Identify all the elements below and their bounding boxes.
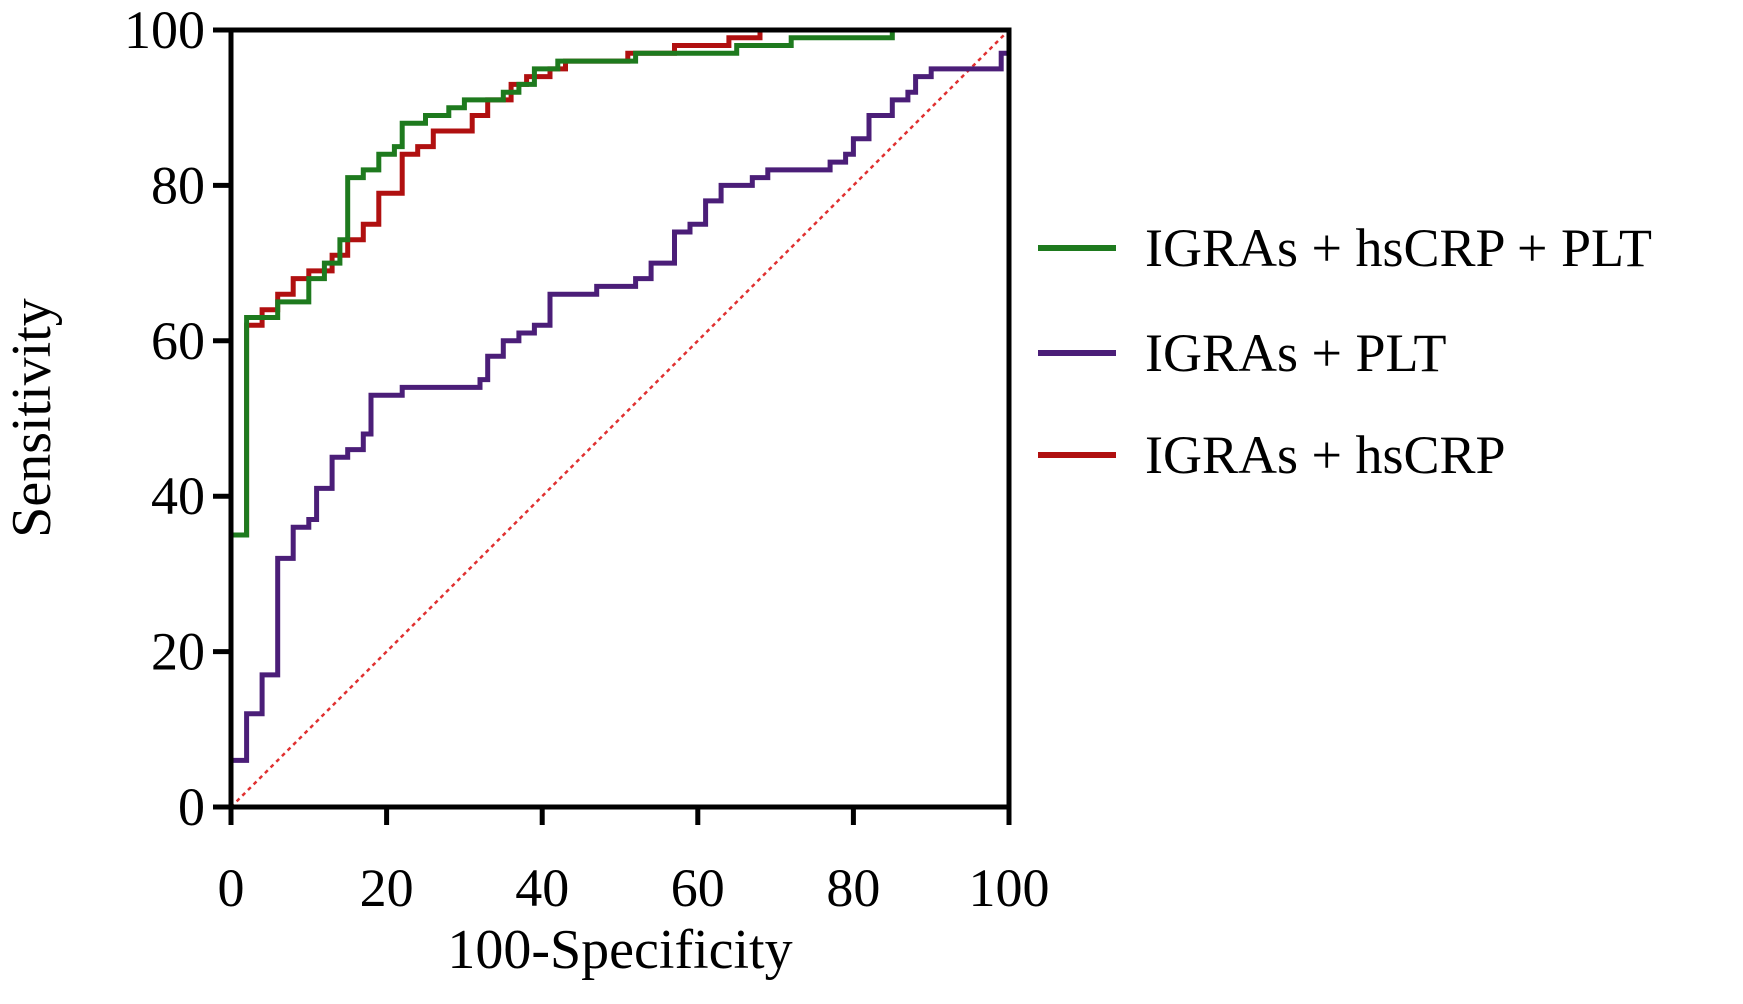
- y-tick-label: 40: [151, 466, 205, 526]
- legend-label: IGRAs + PLT: [1145, 323, 1447, 383]
- x-tick-label: 40: [515, 858, 569, 918]
- legend-label: IGRAs + hsCRP: [1145, 425, 1506, 485]
- plot-frame: [228, 27, 1012, 810]
- roc-curve: [228, 27, 971, 807]
- y-tick-label: 20: [151, 622, 205, 682]
- x-tick-label: 60: [671, 858, 725, 918]
- legend-label: IGRAs + hsCRP + PLT: [1145, 218, 1652, 278]
- roc-curve: [228, 30, 1012, 807]
- y-tick-label: 100: [124, 0, 205, 60]
- x-tick-label: 100: [969, 858, 1050, 918]
- y-tick-label: 60: [151, 311, 205, 371]
- roc-curve: [228, 27, 1009, 807]
- x-tick-label: 20: [360, 858, 414, 918]
- x-axis-title: 100-Specificity: [447, 919, 792, 981]
- reference-line: [230, 29, 1010, 808]
- y-tick-label: 0: [178, 777, 205, 837]
- x-tick-label: 80: [826, 858, 880, 918]
- y-axis-title: Sensitivity: [1, 298, 63, 538]
- y-tick-label: 80: [151, 155, 205, 215]
- x-tick-label: 0: [218, 858, 245, 918]
